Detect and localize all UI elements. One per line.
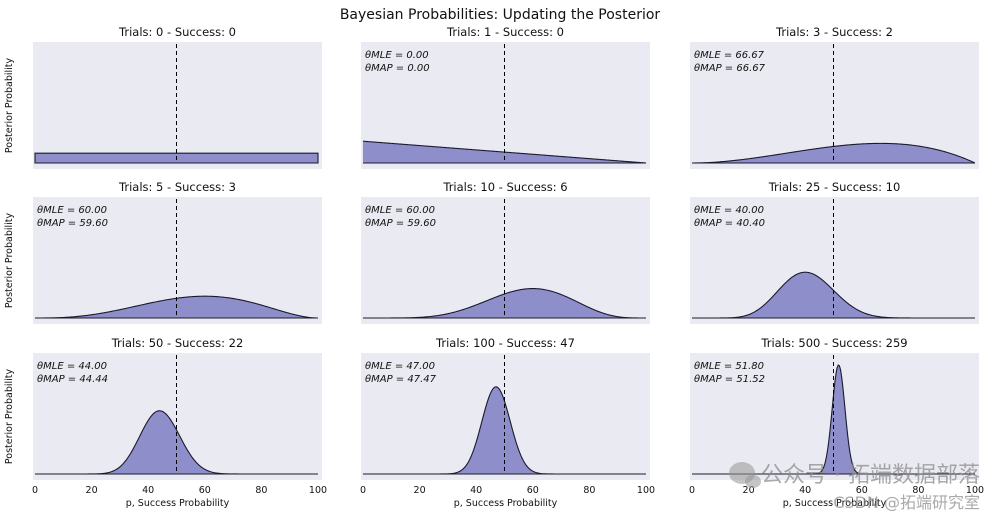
- panel-title: Trials: 0 - Success: 0: [118, 25, 236, 39]
- watermark: 公众号 · 拓端数据部落 CSDN @拓端研究室: [729, 457, 980, 513]
- map-annotation: θMAP = 59.60: [37, 218, 108, 229]
- map-annotation: θMAP = 51.52: [694, 374, 765, 385]
- mle-annotation: θMLE = 51.80: [694, 361, 764, 372]
- wechat-icon: [729, 462, 762, 488]
- x-tick-label: 0: [32, 485, 38, 496]
- mle-annotation: θMLE = 47.00: [365, 361, 435, 372]
- x-tick-label: 20: [86, 485, 98, 496]
- x-axis-label: p, Success Probability: [126, 498, 230, 509]
- x-tick-label: 100: [966, 485, 984, 496]
- x-axis-label: p, Success Probability: [783, 498, 887, 509]
- x-tick-label: 100: [309, 485, 327, 496]
- y-axis-label: Posterior Probability: [4, 58, 15, 154]
- map-annotation: θMAP = 44.44: [37, 374, 108, 385]
- x-tick-label: 60: [856, 485, 868, 496]
- x-axis-label: p, Success Probability: [454, 498, 558, 509]
- panel-title: Trials: 50 - Success: 22: [111, 336, 244, 350]
- panel-7: Trials: 50 - Success: 22 θMLE = 44.00 θMAP…: [4, 336, 327, 509]
- mle-annotation: θMLE = 0.00: [365, 50, 429, 61]
- figure-title: Bayesian Probabilities: Updating the Pos…: [340, 7, 661, 23]
- panel-title: Trials: 3 - Success: 2: [775, 25, 893, 39]
- mle-annotation: θMLE = 60.00: [365, 205, 435, 216]
- mle-annotation: θMLE = 60.00: [37, 205, 107, 216]
- x-tick-label: 20: [414, 485, 426, 496]
- map-annotation: θMAP = 47.47: [365, 374, 437, 385]
- x-tick-label: 80: [583, 485, 595, 496]
- x-tick-label: 40: [142, 485, 154, 496]
- panel-title: Trials: 100 - Success: 47: [435, 336, 575, 350]
- panel-title: Trials: 10 - Success: 6: [442, 180, 567, 194]
- panels-grid: Trials: 0 - Success: 0 Posterior Probabil…: [4, 25, 984, 509]
- y-axis-label: Posterior Probability: [4, 369, 15, 465]
- map-annotation: θMAP = 40.40: [694, 218, 765, 229]
- watermark-line2: CSDN @拓端研究室: [833, 493, 980, 512]
- panel-5: Trials: 10 - Success: 6 θMLE = 60.00 θMAP …: [361, 180, 650, 324]
- x-tick-label: 20: [743, 485, 755, 496]
- x-tick-label: 0: [360, 485, 366, 496]
- posterior-curve: [692, 142, 976, 164]
- x-tick-label: 60: [527, 485, 539, 496]
- y-axis-label: Posterior Probability: [4, 213, 15, 309]
- panel-1: Trials: 0 - Success: 0 Posterior Probabil…: [4, 25, 322, 169]
- posterior-area: [692, 143, 975, 163]
- panel-title: Trials: 25 - Success: 10: [768, 180, 901, 194]
- x-tick-label: 40: [799, 485, 811, 496]
- panel-4: Trials: 5 - Success: 3 θMLE = 60.00 θMAP =…: [4, 180, 322, 324]
- x-tick-label: 60: [199, 485, 211, 496]
- panel-6: Trials: 25 - Success: 10 θMLE = 40.00 θMAP…: [690, 180, 979, 324]
- map-annotation: θMAP = 59.60: [365, 218, 436, 229]
- posterior-area: [363, 386, 646, 474]
- x-tick-label: 80: [912, 485, 924, 496]
- panel-title: Trials: 500 - Success: 259: [760, 336, 907, 350]
- mle-annotation: θMLE = 40.00: [694, 205, 764, 216]
- panel-background: [33, 42, 322, 169]
- x-tick-label: 40: [470, 485, 482, 496]
- panel-title: Trials: 5 - Success: 3: [118, 180, 236, 194]
- x-tick-label: 100: [637, 485, 655, 496]
- x-tick-label: 80: [255, 485, 267, 496]
- posterior-area: [363, 288, 646, 318]
- watermark-line1: 公众号 · 拓端数据部落: [761, 463, 980, 488]
- mle-annotation: θMLE = 66.67: [694, 50, 765, 61]
- panel-title: Trials: 1 - Success: 0: [446, 25, 564, 39]
- panel-2: Trials: 1 - Success: 0 θMLE = 0.00 θMAP = …: [361, 25, 650, 169]
- panel-3: Trials: 3 - Success: 2 θMLE = 66.67 θMAP =…: [690, 25, 979, 169]
- panel-9: Trials: 500 - Success: 259 θMLE = 51.80 θM…: [689, 336, 984, 509]
- map-annotation: θMAP = 0.00: [365, 63, 430, 74]
- mle-annotation: θMLE = 44.00: [37, 361, 107, 372]
- x-tick-label: 0: [689, 485, 695, 496]
- map-annotation: θMAP = 66.67: [694, 63, 766, 74]
